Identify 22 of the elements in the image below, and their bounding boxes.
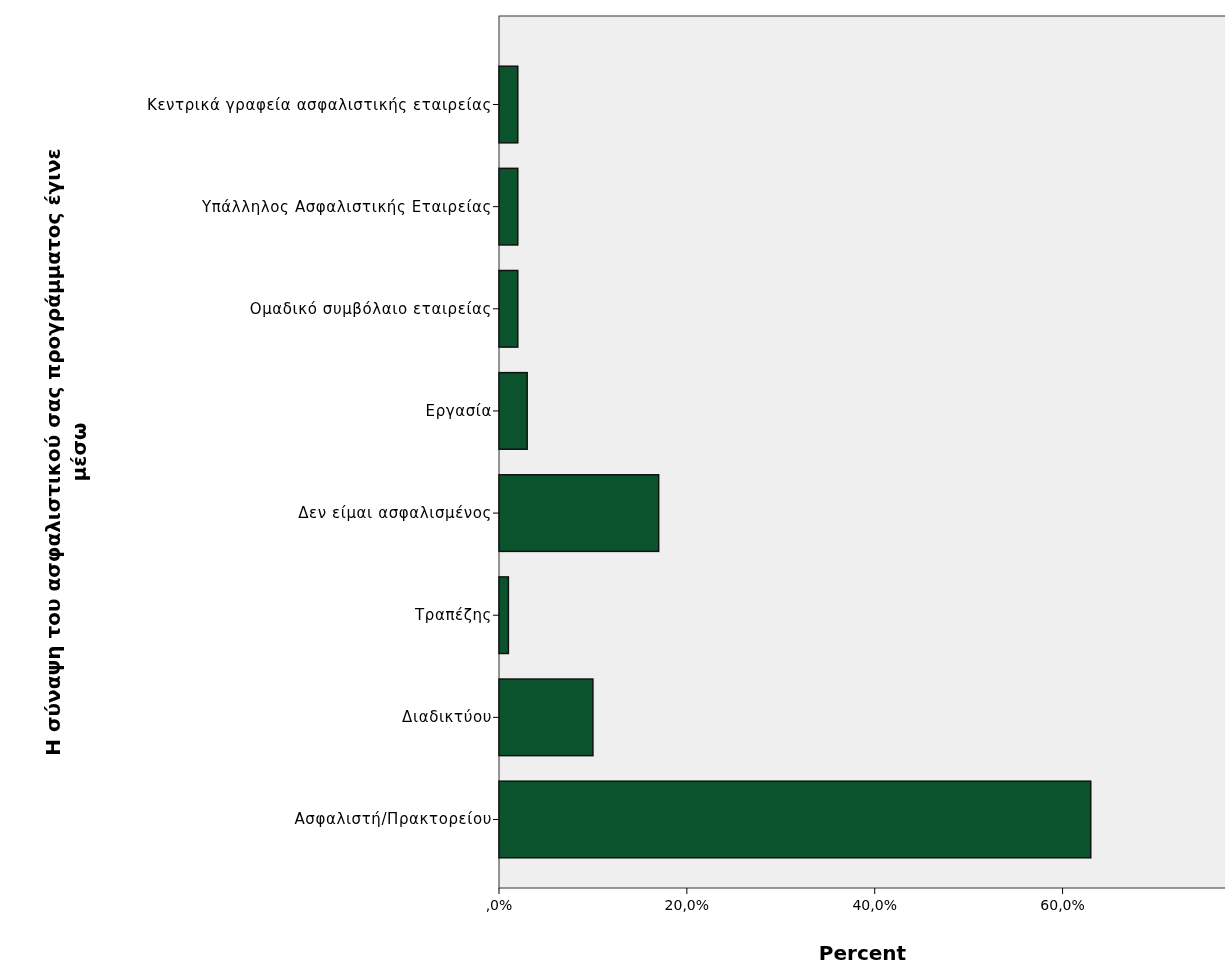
y-tick-label: Κεντρικά γραφεία ασφαλιστικής εταιρείας (146, 95, 492, 114)
bar (498, 167, 519, 246)
x-axis-title: Percent (818, 941, 907, 965)
x-tick-label: 20,0% (664, 897, 710, 913)
bar (498, 269, 519, 348)
bar (498, 576, 510, 655)
x-tick-label: 40,0% (852, 897, 897, 913)
x-tick-label: ,0% (485, 897, 513, 913)
y-tick-label: Δεν είμαι ασφαλισμένος (298, 504, 492, 523)
bar (498, 65, 519, 144)
y-tick-label: Υπάλληλος Ασφαλιστικής Εταιρείας (200, 197, 492, 216)
bar (498, 780, 1092, 859)
x-tick-label: 60,0% (1040, 897, 1085, 913)
y-tick-label: Τραπέζης (414, 606, 492, 625)
bar (498, 678, 594, 757)
y-tick-label: Ομαδικό συμβόλαιο εταιρείας (249, 299, 492, 318)
y-tick-label: Εργασία (425, 401, 492, 420)
y-tick-label: Ασφαλιστή/Πρακτορείου (294, 810, 492, 829)
y-axis-title: Η σύναψη του ασφαλιστικού σας προγράμματος έγινε μέσω (41, 148, 91, 756)
bar (498, 371, 528, 450)
y-tick-label: Διαδικτύου (402, 708, 492, 727)
bar (498, 474, 660, 553)
